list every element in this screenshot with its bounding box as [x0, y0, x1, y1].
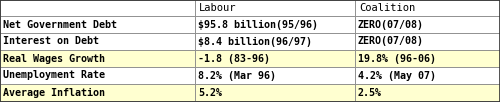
Text: 4.2% (May 07): 4.2% (May 07): [358, 70, 436, 80]
Bar: [195, 33, 355, 50]
Bar: [355, 67, 500, 84]
Text: Net Government Debt: Net Government Debt: [3, 19, 117, 29]
Bar: [0, 0, 195, 16]
Text: -1.8 (83-96): -1.8 (83-96): [198, 54, 270, 64]
Bar: [195, 67, 355, 84]
Text: Labour: Labour: [199, 3, 236, 13]
Bar: [355, 84, 500, 101]
Bar: [195, 84, 355, 101]
Bar: [0, 84, 195, 101]
Bar: [355, 0, 500, 16]
Bar: [0, 67, 195, 84]
Text: Real Wages Growth: Real Wages Growth: [3, 54, 105, 64]
Text: Average Inflation: Average Inflation: [3, 88, 105, 98]
Bar: [0, 33, 195, 50]
Bar: [355, 50, 500, 67]
Bar: [195, 50, 355, 67]
Text: ZERO(07/08): ZERO(07/08): [358, 37, 424, 47]
Text: 8.2% (Mar 96): 8.2% (Mar 96): [198, 70, 276, 80]
Text: $8.4 billion(96/97): $8.4 billion(96/97): [198, 37, 312, 47]
Text: Coalition: Coalition: [359, 3, 415, 13]
Text: Interest on Debt: Interest on Debt: [3, 37, 99, 47]
Bar: [0, 50, 195, 67]
Text: 5.2%: 5.2%: [198, 88, 222, 98]
Bar: [195, 0, 355, 16]
Text: 2.5%: 2.5%: [358, 88, 382, 98]
Text: Unemployment Rate: Unemployment Rate: [3, 70, 105, 80]
Text: 19.8% (96-06): 19.8% (96-06): [358, 53, 436, 64]
Text: $95.8 billion(95/96): $95.8 billion(95/96): [198, 19, 318, 29]
Bar: [355, 16, 500, 33]
Bar: [195, 16, 355, 33]
Text: ZERO(07/08): ZERO(07/08): [358, 19, 424, 29]
Bar: [355, 33, 500, 50]
Bar: [0, 16, 195, 33]
